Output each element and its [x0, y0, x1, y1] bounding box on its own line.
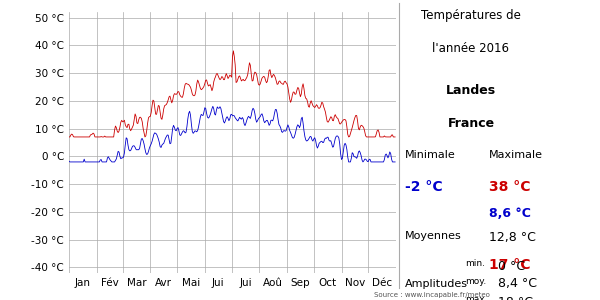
Text: 0 °C: 0 °C: [498, 260, 525, 272]
Text: Maximale: Maximale: [489, 150, 543, 160]
Text: 18 °C: 18 °C: [498, 296, 533, 300]
Text: Source : www.incapable.fr/meteo: Source : www.incapable.fr/meteo: [374, 292, 490, 298]
Text: 8,6 °C: 8,6 °C: [489, 207, 531, 220]
Text: France: France: [448, 117, 494, 130]
Text: l'année 2016: l'année 2016: [433, 42, 509, 55]
Text: Landes: Landes: [446, 84, 496, 97]
Text: Moyennes: Moyennes: [405, 231, 462, 241]
Text: max.: max.: [465, 296, 487, 300]
Text: Minimale: Minimale: [405, 150, 456, 160]
Text: Températures de: Températures de: [421, 9, 521, 22]
Text: 12,8 °C: 12,8 °C: [489, 231, 536, 244]
Text: -2 °C: -2 °C: [405, 180, 443, 194]
Text: 17 °C: 17 °C: [489, 258, 530, 272]
Text: min.: min.: [465, 260, 485, 268]
Text: moy.: moy.: [465, 278, 486, 286]
Text: 38 °C: 38 °C: [489, 180, 530, 194]
Text: 8,4 °C: 8,4 °C: [498, 278, 537, 290]
Text: Amplitudes: Amplitudes: [405, 279, 468, 289]
